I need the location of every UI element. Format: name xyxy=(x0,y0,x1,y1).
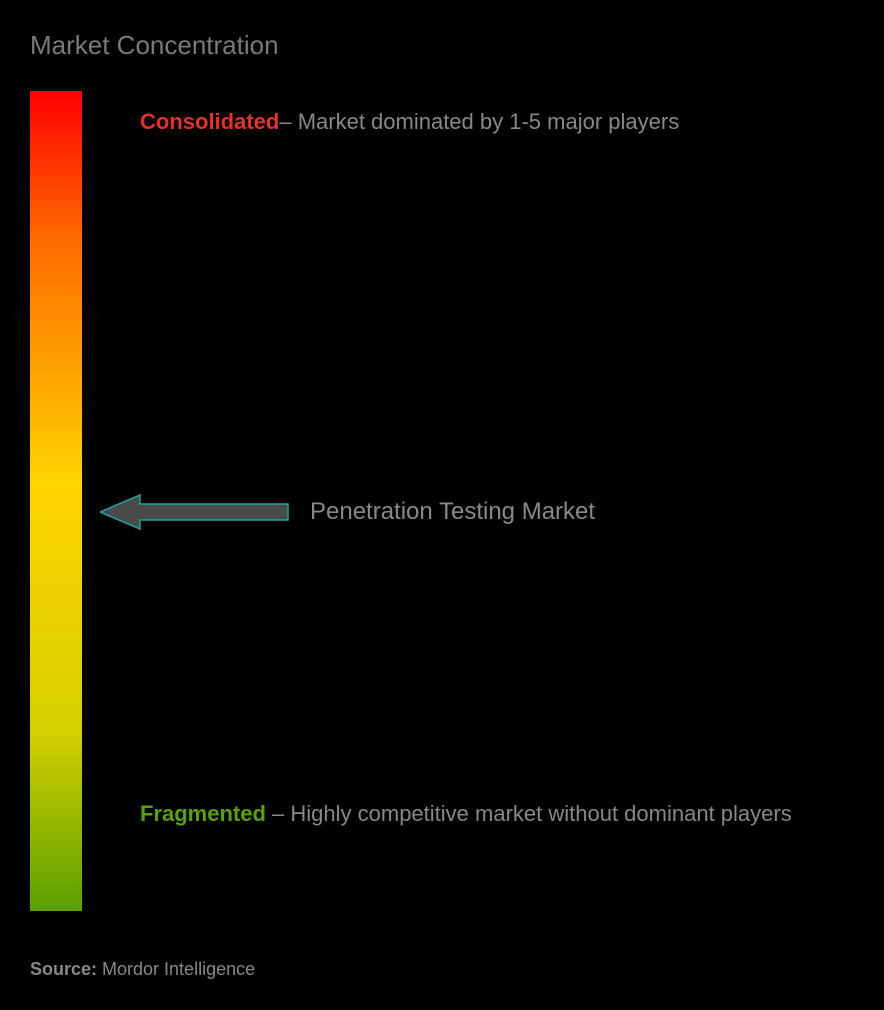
fragmented-term: Fragmented xyxy=(140,801,266,826)
infographic-container: Market Concentration Consolidated– Marke… xyxy=(0,0,884,1010)
pointer-arrow-icon xyxy=(100,493,290,531)
consolidated-label: Consolidated– Market dominated by 1-5 ma… xyxy=(140,99,820,145)
chart-title: Market Concentration xyxy=(30,30,854,61)
market-pointer-label: Penetration Testing Market xyxy=(310,498,595,526)
chart-area: Consolidated– Market dominated by 1-5 ma… xyxy=(30,91,854,941)
source-line: Source: Mordor Intelligence xyxy=(30,959,255,980)
concentration-gradient-bar xyxy=(30,91,82,911)
fragmented-label: Fragmented – Highly competitive market w… xyxy=(140,791,860,837)
source-name: Mordor Intelligence xyxy=(97,959,255,979)
consolidated-term: Consolidated xyxy=(140,109,279,134)
fragmented-description: – Highly competitive market without domi… xyxy=(266,801,792,826)
consolidated-description: – Market dominated by 1-5 major players xyxy=(279,109,679,134)
source-prefix: Source: xyxy=(30,959,97,979)
market-pointer: Penetration Testing Market xyxy=(100,493,595,531)
